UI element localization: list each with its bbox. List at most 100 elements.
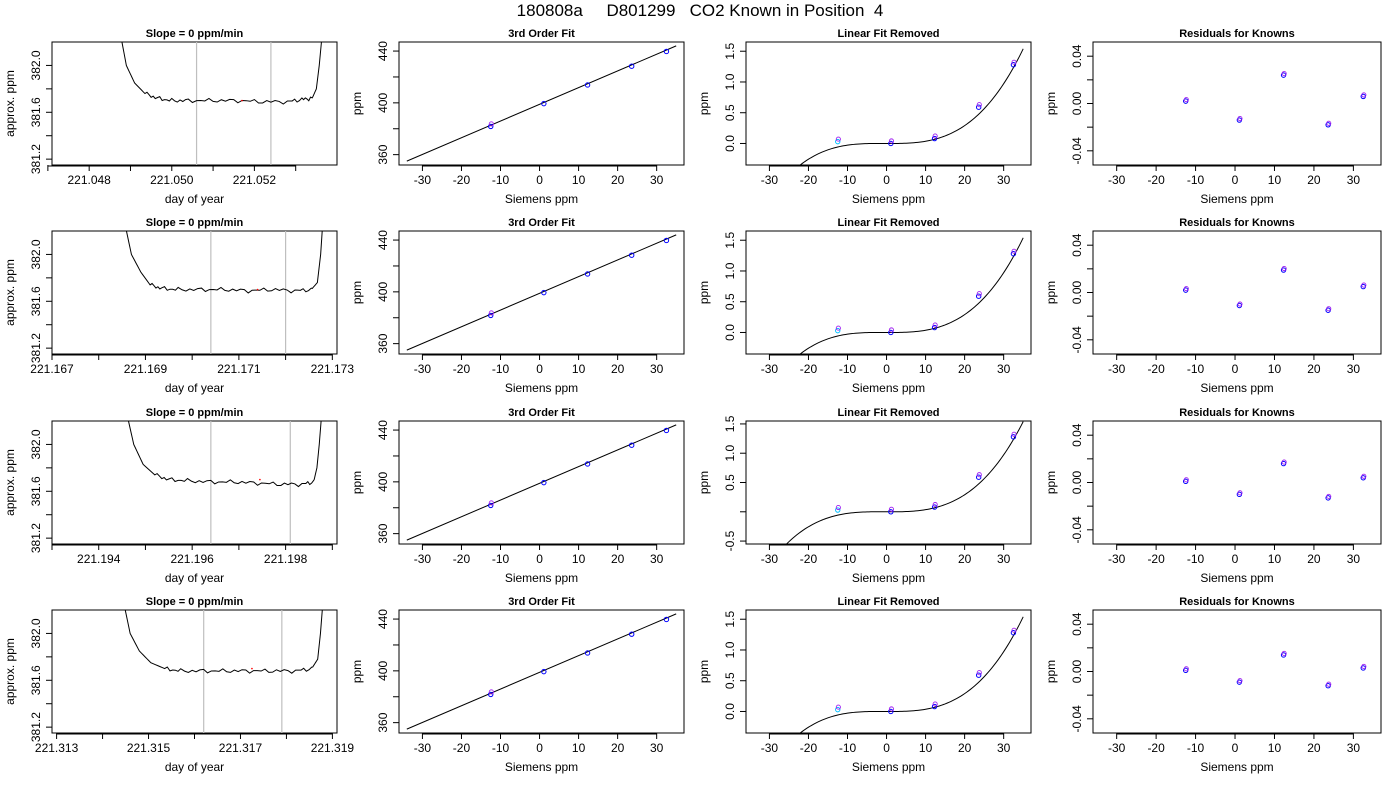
chart-group: Residuals for Knowns -30 -20 -10 0 10 20 30 Siem… bbox=[1044, 217, 1382, 395]
x-tick-label: 20 bbox=[611, 173, 625, 187]
x-tick-label: 0 bbox=[536, 552, 543, 566]
y-axis: -0.5 0.5 1.0 1.5 bbox=[723, 415, 746, 551]
x-tick-label: -10 bbox=[839, 552, 857, 566]
data-point-repeat bbox=[1281, 459, 1287, 465]
x-axis: -30 -20 -10 0 10 20 30 bbox=[761, 165, 1011, 187]
y-tick-label: 0.04 bbox=[1070, 233, 1084, 257]
data-point bbox=[1010, 434, 1017, 440]
x-tick-label: -20 bbox=[1147, 741, 1165, 755]
x-axis-label: Siemens ppm bbox=[1200, 760, 1273, 774]
chart-group: Linear Fit Removed -30 -20 -10 0 10 20 30 Siemen… bbox=[697, 407, 1032, 585]
data-point-repeat bbox=[1237, 301, 1243, 307]
plot-frame bbox=[745, 230, 1032, 355]
y-tick-label: -0.5 bbox=[723, 530, 737, 551]
x-tick-label: 221.319 bbox=[311, 741, 355, 755]
y-axis-label: approx. ppm bbox=[3, 259, 17, 326]
y-axis-label: ppm bbox=[350, 281, 364, 304]
y-tick-label: 0.5 bbox=[723, 104, 737, 121]
data-point-repeat bbox=[488, 500, 494, 506]
data-point bbox=[931, 504, 938, 510]
data-point bbox=[835, 327, 841, 334]
plot-frame bbox=[398, 420, 685, 545]
data-point-repeat bbox=[976, 472, 982, 478]
plot-frame bbox=[51, 420, 338, 545]
data-layer bbox=[799, 48, 1024, 165]
data-point bbox=[628, 252, 635, 258]
x-tick-label: 0 bbox=[1232, 552, 1239, 566]
data-point bbox=[584, 650, 591, 656]
data-point bbox=[663, 427, 670, 434]
data-point-repeat bbox=[1183, 97, 1189, 103]
x-axis-label: Siemens ppm bbox=[505, 571, 578, 585]
x-tick-label: -30 bbox=[761, 362, 779, 376]
x-tick-label: 30 bbox=[650, 362, 664, 376]
data-point-repeat bbox=[1326, 306, 1332, 312]
data-point bbox=[628, 442, 635, 448]
y-axis: 381.2 381.6 382.0 bbox=[29, 618, 52, 742]
y-tick-label: 1.5 bbox=[723, 415, 737, 432]
data-point bbox=[888, 140, 894, 147]
y-tick-label: 381.2 bbox=[29, 333, 43, 363]
x-tick-label: 221.050 bbox=[150, 173, 194, 187]
plot-frame bbox=[398, 41, 685, 166]
x-axis: -30 -20 -10 0 10 20 30 bbox=[761, 733, 1011, 755]
x-tick-label: -10 bbox=[1187, 552, 1205, 566]
data-point-repeat bbox=[1011, 59, 1017, 65]
x-axis: 221.167 221.169 221.171 221.173 bbox=[30, 354, 354, 376]
y-tick-label: 382.0 bbox=[29, 50, 43, 80]
x-tick-label: -30 bbox=[1108, 552, 1126, 566]
data-point bbox=[975, 293, 982, 299]
chart-group: Residuals for Knowns -30 -20 -10 0 10 20 30 Siem… bbox=[1044, 596, 1382, 774]
y-tick-label: -0.04 bbox=[1070, 326, 1084, 354]
chart-group: Linear Fit Removed -30 -20 -10 0 10 20 30 Siemen… bbox=[697, 217, 1032, 395]
x-tick-label: -10 bbox=[492, 362, 510, 376]
chart-title: Linear Fit Removed bbox=[837, 596, 939, 608]
chart-title: 3rd Order Fit bbox=[508, 217, 575, 229]
y-tick-label: 0.00 bbox=[1070, 659, 1084, 683]
data-point bbox=[488, 123, 494, 130]
data-point-repeat bbox=[1281, 650, 1287, 656]
y-tick-label: 381.2 bbox=[29, 523, 43, 553]
figure-title: 180808a D801299 CO2 Known in Position 4 bbox=[516, 1, 884, 20]
y-tick-label: 381.6 bbox=[29, 97, 43, 127]
data-layer bbox=[799, 237, 1024, 354]
data-point-repeat bbox=[1326, 493, 1332, 499]
data-point bbox=[888, 509, 894, 515]
plot-frame bbox=[745, 609, 1032, 734]
chart-group: 3rd Order Fit -30 -20 -10 0 10 20 30 Siemens ppm… bbox=[350, 217, 685, 395]
data-point bbox=[584, 82, 591, 88]
x-tick-label: -20 bbox=[1147, 362, 1165, 376]
y-axis-label: ppm bbox=[697, 281, 711, 304]
chart-title: Linear Fit Removed bbox=[837, 407, 939, 419]
y-tick-label: 1.0 bbox=[723, 641, 737, 658]
data-point bbox=[835, 706, 841, 713]
data-point-repeat bbox=[932, 701, 938, 707]
data-point bbox=[931, 135, 938, 142]
x-tick-label: 30 bbox=[1347, 362, 1361, 376]
data-point bbox=[628, 631, 635, 637]
mean-marker bbox=[241, 99, 243, 102]
y-axis-label: ppm bbox=[697, 471, 711, 494]
data-point-repeat bbox=[976, 291, 982, 297]
y-tick-label: 0.04 bbox=[1070, 612, 1084, 636]
x-axis: -30 -20 -10 0 10 20 30 bbox=[1108, 165, 1360, 187]
x-axis: 221.313 221.315 221.317 221.319 bbox=[35, 733, 355, 755]
y-tick-label: 1.0 bbox=[723, 73, 737, 90]
x-tick-label: 0 bbox=[1232, 741, 1239, 755]
y-tick-label: 1.0 bbox=[723, 262, 737, 279]
x-tick-label: 10 bbox=[1268, 552, 1282, 566]
data-point-repeat bbox=[1011, 431, 1017, 437]
data-layer bbox=[406, 45, 677, 162]
x-tick-label: 221.315 bbox=[127, 741, 171, 755]
x-tick-label: 10 bbox=[919, 552, 933, 566]
y-tick-label: 1.5 bbox=[723, 43, 737, 60]
